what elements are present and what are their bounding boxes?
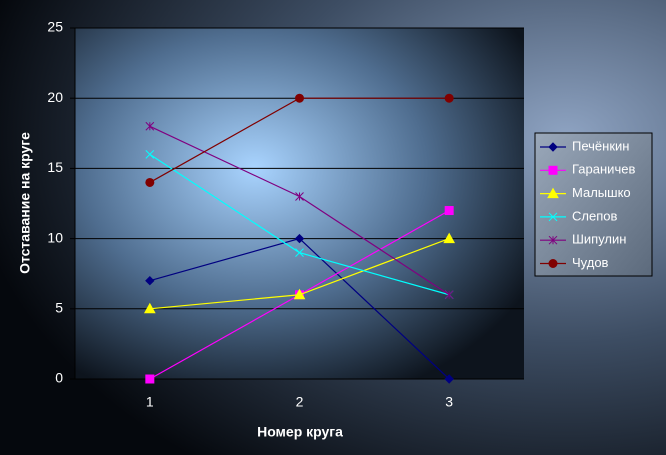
legend-label: Гараничев	[572, 162, 635, 177]
legend-marker	[548, 165, 558, 175]
legend-label: Слепов	[572, 208, 617, 223]
y-tick-label: 0	[55, 370, 63, 386]
legend-label: Малышко	[572, 185, 631, 200]
legend-label: Шипулин	[572, 232, 626, 247]
marker	[145, 177, 155, 187]
y-tick-label: 20	[47, 89, 63, 105]
x-tick-label: 2	[296, 394, 304, 410]
y-tick-label: 25	[47, 19, 63, 35]
marker	[443, 232, 456, 244]
marker	[444, 206, 454, 216]
x-axis-title: Номер круга	[257, 424, 343, 440]
marker	[293, 288, 306, 300]
legend-entries: Печёнкин Гараничев Малышко Слепов Шипулин Чуд…	[540, 138, 635, 270]
marker	[143, 302, 156, 314]
legend-label: Чудов	[572, 255, 609, 270]
y-tick-label: 15	[47, 159, 63, 175]
x-tick-label: 1	[146, 394, 154, 410]
marker	[145, 121, 155, 131]
legend	[534, 132, 653, 277]
legend-marker	[548, 235, 558, 245]
legend-marker	[548, 259, 558, 268]
y-tick-label: 5	[55, 300, 63, 316]
marker	[444, 374, 454, 384]
marker	[145, 150, 155, 159]
y-axis-title: Отставание на круге	[17, 132, 33, 274]
marker	[444, 93, 454, 103]
legend-marker	[548, 212, 558, 222]
y-tick-label: 10	[47, 229, 63, 245]
marker	[295, 93, 304, 103]
marker	[295, 192, 304, 201]
plot-area	[75, 28, 524, 379]
legend-marker	[548, 142, 558, 152]
marker	[444, 290, 454, 300]
legend-label: Печёнкин	[572, 138, 629, 153]
marker	[145, 374, 155, 384]
x-tick-label: 3	[445, 394, 453, 410]
marker	[295, 248, 304, 257]
marker	[145, 276, 155, 286]
legend-marker	[547, 187, 559, 199]
marker	[294, 233, 305, 244]
